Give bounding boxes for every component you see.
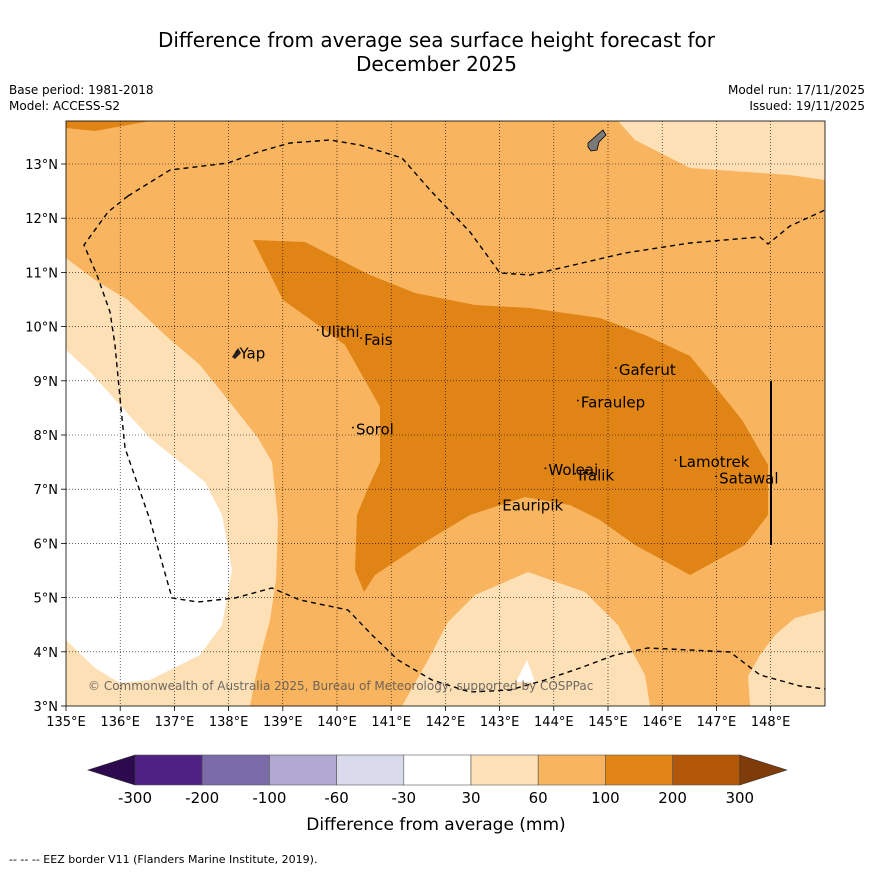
x-tick-label: 144°E [534, 715, 574, 730]
place-marker [544, 467, 547, 470]
place-label-satawal: Satawal [719, 469, 778, 487]
y-tick-label: 6°N [34, 537, 59, 552]
eez-footnote: -- -- -- EEZ border V11 (Flanders Marine… [9, 853, 318, 866]
region-neutral-south [516, 660, 535, 682]
land-guam [587, 129, 607, 152]
place-label-woleai: Woleai [548, 461, 598, 479]
colorbar-label: Difference from average (mm) [306, 815, 565, 835]
region-30-60-southeast [748, 610, 825, 706]
credit-text: © Commonwealth of Australia 2025, Bureau… [88, 679, 593, 693]
colorbar-bin-8 [605, 754, 673, 786]
region-30-60-south [402, 572, 650, 706]
colorbar-tick-label: 60 [529, 789, 548, 807]
x-tick-label: 142°E [426, 715, 466, 730]
x-tick-label: 143°E [480, 715, 520, 730]
place-marker [574, 472, 577, 475]
colorbar-bin-6 [470, 754, 539, 786]
chart-title-line2: December 2025 [356, 52, 517, 76]
model-run: Model run: 17/11/2025 [727, 83, 865, 97]
colorbar-bin-3 [269, 754, 337, 786]
colorbar-bin-1 [134, 754, 203, 786]
land-yap [232, 348, 241, 359]
x-tick-label: 139°E [263, 715, 303, 730]
place-marker [498, 502, 501, 505]
place-label-lamotrek: Lamotrek [678, 453, 749, 471]
place-label-sorol: Sorol [356, 421, 394, 439]
place-marker [577, 399, 579, 402]
colorbar-tick-label: -100 [252, 789, 286, 807]
place-label-faraulep: Faraulep [581, 393, 645, 411]
y-tick-label: 12°N [25, 212, 58, 227]
y-tick-label: 5°N [34, 592, 59, 607]
colorbar-tick-label: -60 [324, 789, 349, 807]
eez-border-north [127, 139, 825, 276]
place-marker [674, 459, 677, 461]
base-period: Base period: 1981-2018 [9, 83, 154, 97]
y-tick-label: 8°N [34, 429, 59, 444]
colorbar-tick-label: -300 [118, 789, 152, 807]
colorbar-bin-7 [537, 754, 606, 786]
place-label-eauripik: Eauripik [502, 496, 563, 514]
place-marker [316, 329, 319, 331]
x-tick-label: 137°E [155, 715, 195, 730]
colorbar-tick-label: 100 [591, 789, 620, 807]
chart-title: Difference from average sea surface heig… [0, 28, 873, 76]
place-marker [715, 475, 718, 478]
x-tick-label: 148°E [751, 715, 791, 730]
place-marker [614, 367, 617, 369]
colorbar: -300 -200 -100 -60 -30 30 60 100 200 300 [87, 754, 788, 807]
place-marker [235, 350, 238, 353]
place-label-fais: Fais [364, 331, 393, 349]
eez-border-south [83, 195, 825, 693]
x-axis: 135°E 136°E 137°E 138°E 139°E 140°E 141°E 142°E… [46, 706, 790, 730]
colorbar-tick-label: -30 [392, 789, 417, 807]
place-marker [352, 426, 354, 429]
colorbar-tick-label: 200 [658, 789, 687, 807]
x-tick-label: 138°E [209, 715, 249, 730]
place-label-yap: Yap [238, 345, 265, 363]
colorbar-bin-5 [403, 754, 472, 786]
x-tick-label: 146°E [642, 715, 682, 730]
colorbar-bin-4 [336, 754, 405, 786]
grid [66, 121, 825, 706]
x-tick-label: 135°E [46, 715, 86, 730]
y-tick-label: 9°N [34, 375, 59, 390]
colorbar-tick-label: -200 [185, 789, 219, 807]
region-neutral-southwest [66, 350, 232, 683]
y-tick-label: 10°N [25, 321, 58, 336]
issued-date: Issued: 19/11/2025 [749, 99, 865, 113]
x-tick-label: 147°E [697, 715, 737, 730]
y-tick-label: 3°N [34, 700, 59, 715]
x-tick-label: 140°E [317, 715, 357, 730]
y-tick-label: 13°N [25, 158, 58, 173]
y-tick-label: 4°N [34, 646, 59, 661]
region-100-200-central [253, 240, 768, 592]
colorbar-extend-low [87, 754, 136, 786]
place-label-ulithi: Ulithi [321, 323, 360, 341]
x-tick-label: 136°E [100, 715, 140, 730]
y-tick-label: 7°N [34, 483, 59, 498]
meta-left: Base period: 1981-2018 Model: ACCESS-S2 [9, 82, 154, 114]
y-tick-label: 11°N [25, 266, 58, 281]
chart-title-line1: Difference from average sea surface heig… [157, 28, 716, 52]
y-axis: 3°N 4°N 5°N 6°N 7°N 8°N 9°N 10°N 11°N 12°N 13°N [25, 158, 66, 715]
region-30-60-northeast [618, 121, 825, 180]
meta-right: Model run: 17/11/2025 Issued: 19/11/2025 [728, 82, 865, 114]
colorbar-bin-2 [201, 754, 270, 786]
place-label-gaferut: Gaferut [619, 361, 676, 379]
x-tick-label: 145°E [588, 715, 628, 730]
colorbar-tick-label: 300 [725, 789, 754, 807]
place-label-ifalik: Ifalik [578, 467, 614, 485]
map-area: © Commonwealth of Australia 2025, Bureau… [66, 121, 825, 706]
colorbar-tick-label: 30 [461, 789, 480, 807]
x-tick-label: 141°E [371, 715, 411, 730]
colorbar-bin-9 [672, 754, 741, 786]
model-name: Model: ACCESS-S2 [9, 99, 121, 113]
region-100-200-top-left [66, 121, 150, 131]
colorbar-extend-high [739, 754, 788, 786]
place-marker [360, 337, 362, 340]
